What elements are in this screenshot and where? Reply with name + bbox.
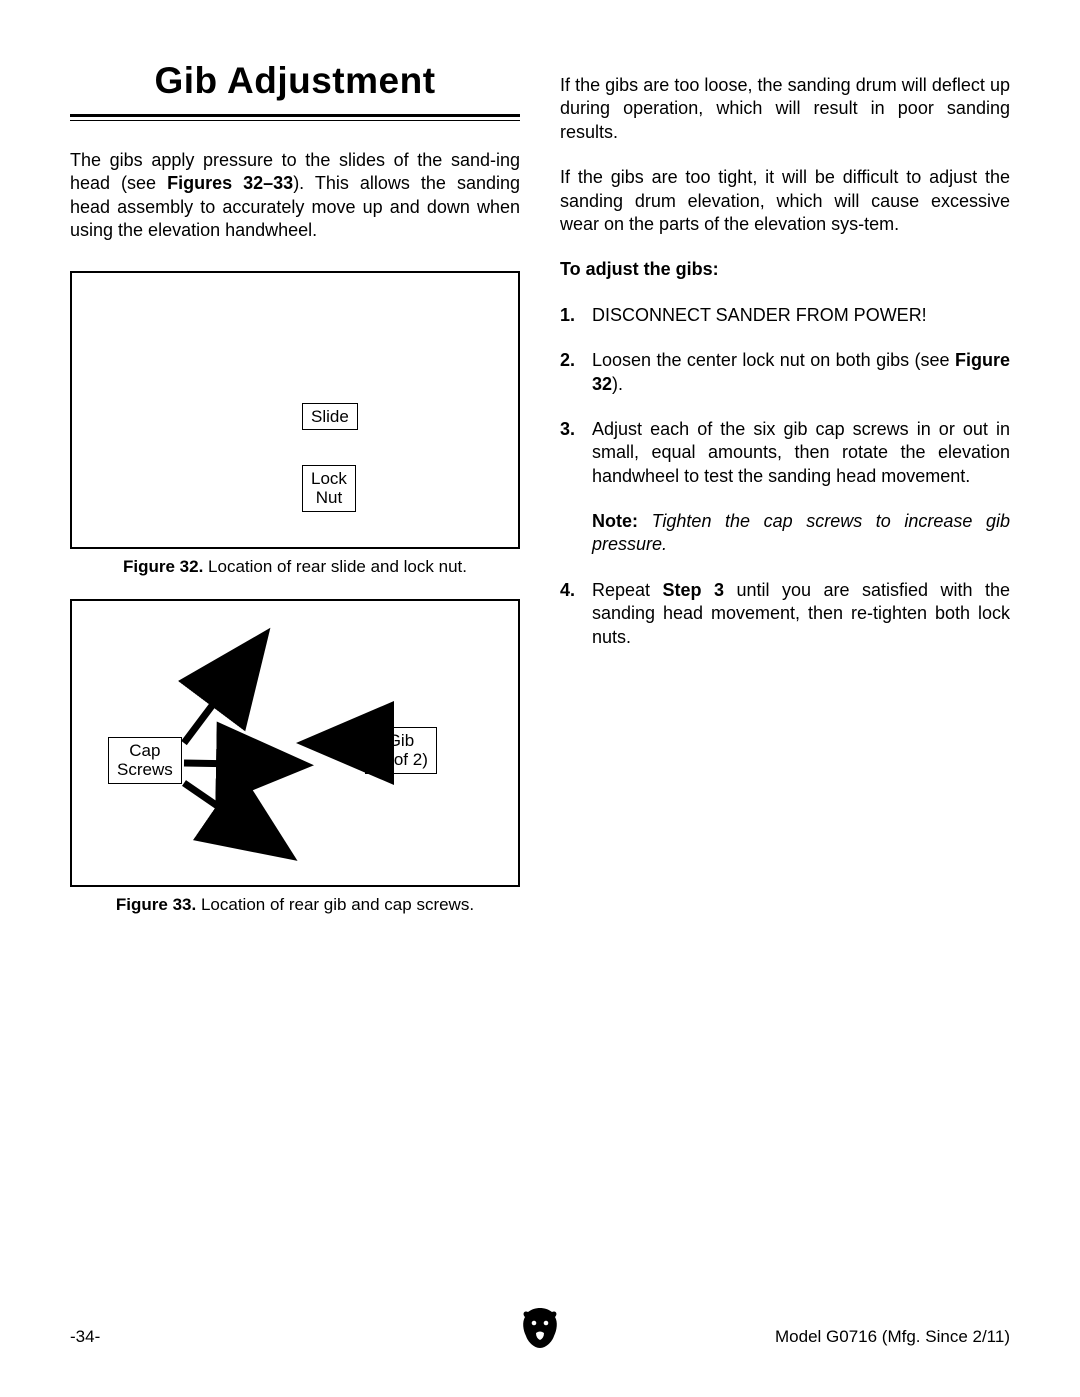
bear-logo-icon bbox=[520, 1306, 560, 1355]
callout-slide: Slide bbox=[302, 403, 358, 431]
intro-paragraph: The gibs apply pressure to the slides of… bbox=[70, 149, 520, 243]
note-italic: Tighten the cap screws to increase gib p… bbox=[592, 511, 1010, 554]
left-column: Gib Adjustment The gibs apply pressure t… bbox=[70, 60, 520, 915]
figure-33-box: Cap Screws Gib (1 of 2) bbox=[70, 599, 520, 887]
figure-33-caption-rest: Location of rear gib and cap screws. bbox=[196, 895, 474, 914]
step-1: 1. DISCONNECT SANDER FROM POWER! bbox=[560, 304, 1010, 327]
step-3-body: Adjust each of the six gib cap screws in… bbox=[592, 418, 1010, 488]
figure-32-caption-bold: Figure 32. bbox=[123, 557, 203, 576]
right-column: If the gibs are too loose, the sanding d… bbox=[560, 60, 1010, 915]
step-2: 2. Loosen the center lock nut on both gi… bbox=[560, 349, 1010, 396]
rcol-p2: If the gibs are too tight, it will be di… bbox=[560, 166, 1010, 236]
step-4-num: 4. bbox=[560, 579, 592, 649]
figure-32-box: Slide Lock Nut bbox=[70, 271, 520, 549]
figure-32-caption-rest: Location of rear slide and lock nut. bbox=[203, 557, 467, 576]
model-info: Model G0716 (Mfg. Since 2/11) bbox=[775, 1327, 1010, 1347]
title-double-rule bbox=[70, 114, 520, 121]
figure-33-caption: Figure 33. Location of rear gib and cap … bbox=[70, 895, 520, 915]
rcol-p1: If the gibs are too loose, the sanding d… bbox=[560, 74, 1010, 144]
step-3-num: 3. bbox=[560, 418, 592, 488]
note: Note: Tighten the cap screws to increase… bbox=[592, 510, 1010, 557]
step-4: 4. Repeat Step 3 until you are satisfied… bbox=[560, 579, 1010, 649]
rcol-heading: To adjust the gibs: bbox=[560, 258, 1010, 281]
step-4-body: Repeat Step 3 until you are satisfied wi… bbox=[592, 579, 1010, 649]
step-2-before: Loosen the center lock nut on both gibs … bbox=[592, 350, 955, 370]
step-1-num: 1. bbox=[560, 304, 592, 327]
page-footer: -34- Model G0716 (Mfg. Since 2/11) bbox=[70, 1327, 1010, 1347]
page-number: -34- bbox=[70, 1327, 100, 1347]
step-4-before: Repeat bbox=[592, 580, 663, 600]
step-2-body: Loosen the center lock nut on both gibs … bbox=[592, 349, 1010, 396]
note-bold: Note: bbox=[592, 511, 638, 531]
callout-locknut: Lock Nut bbox=[302, 465, 356, 512]
step-2-after: ). bbox=[612, 374, 623, 394]
step-2-num: 2. bbox=[560, 349, 592, 396]
figure-33-arrows bbox=[72, 601, 518, 885]
figure-33-caption-bold: Figure 33. bbox=[116, 895, 196, 914]
figure-32-caption: Figure 32. Location of rear slide and lo… bbox=[70, 557, 520, 577]
step-1-body: DISCONNECT SANDER FROM POWER! bbox=[592, 304, 1010, 327]
step-4-bold: Step 3 bbox=[663, 580, 725, 600]
step-3: 3. Adjust each of the six gib cap screws… bbox=[560, 418, 1010, 488]
steps-list: 1. DISCONNECT SANDER FROM POWER! 2. Loos… bbox=[560, 304, 1010, 649]
section-title: Gib Adjustment bbox=[70, 60, 520, 114]
intro-figref: Figures 32–33 bbox=[167, 173, 293, 193]
